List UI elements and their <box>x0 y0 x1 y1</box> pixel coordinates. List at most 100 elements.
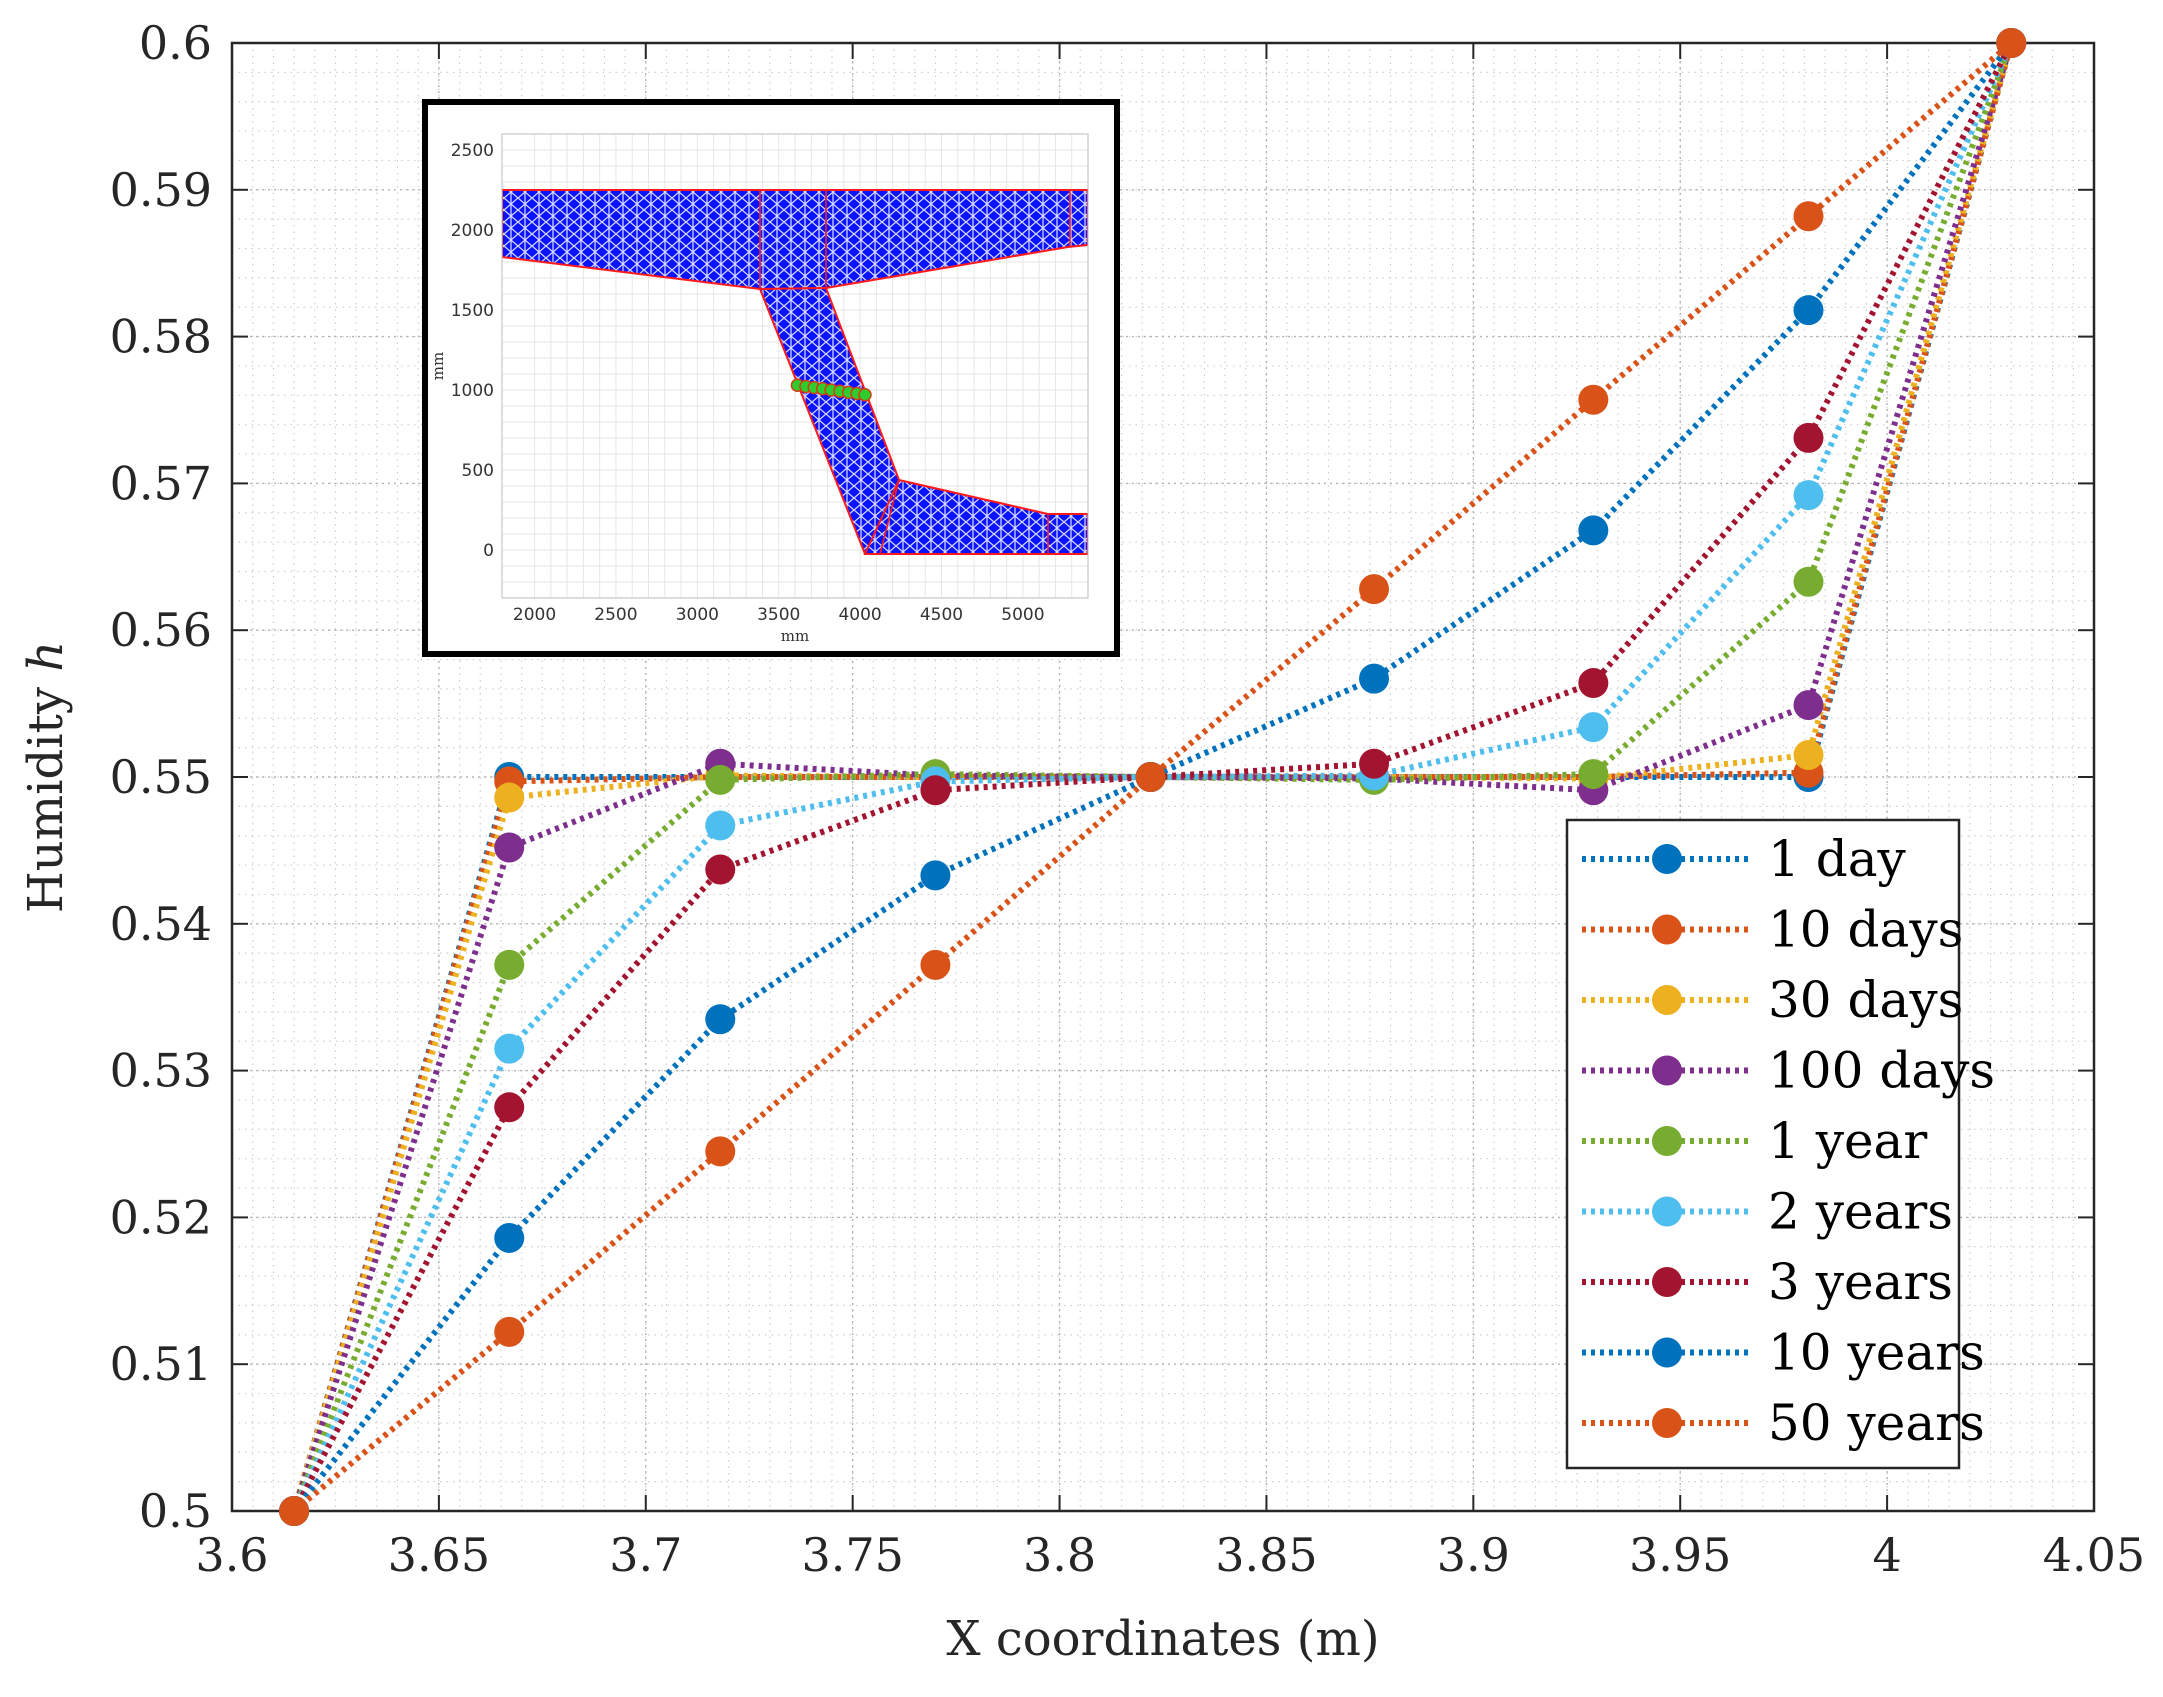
legend-label: 50 years <box>1768 1394 1985 1452</box>
legend-label: 10 years <box>1768 1324 1985 1382</box>
inset-x-tick-label: 4500 <box>920 605 963 625</box>
data-point <box>494 832 525 863</box>
legend-label: 3 years <box>1768 1253 1953 1311</box>
y-tick-label: 0.51 <box>110 1337 212 1391</box>
legend-label: 2 years <box>1768 1183 1953 1241</box>
x-tick-label: 3.65 <box>388 1528 490 1582</box>
mesh-partition-5 <box>879 479 900 555</box>
data-point <box>494 949 525 980</box>
y-tick-labels: 0.5 0.51 0.52 0.53 0.54 0.55 0.56 0.57 0.58 0.59 0… <box>110 16 212 1538</box>
y-axis-label-symbol: h <box>18 641 74 672</box>
data-point <box>1578 515 1609 546</box>
data-point <box>1359 663 1390 694</box>
data-point <box>1793 480 1824 511</box>
mesh-bottom-flange <box>863 478 1088 555</box>
x-tick-label: 3.75 <box>801 1528 903 1582</box>
y-tick-label: 0.5 <box>139 1484 212 1538</box>
data-point <box>920 775 951 806</box>
data-point <box>1793 201 1824 232</box>
inset-y-tick-label: 1000 <box>451 381 494 401</box>
inset-y-tick-label: 1500 <box>451 301 494 321</box>
data-point <box>920 860 951 891</box>
data-point <box>705 764 736 795</box>
data-point <box>1578 668 1609 699</box>
data-point <box>1793 295 1824 326</box>
inset-mesh-group <box>502 189 1088 555</box>
inset-y-tick-label: 0 <box>483 541 494 561</box>
y-tick-label: 0.53 <box>110 1044 212 1098</box>
data-point <box>279 1496 310 1526</box>
inset-x-tick-labels: 2000 2500 3000 3500 4000 4500 5000 <box>513 605 1045 625</box>
legend-label: 30 days <box>1768 971 1963 1029</box>
inset-x-tick-label: 4000 <box>838 605 881 625</box>
data-point <box>1793 422 1824 453</box>
data-point <box>1578 384 1609 415</box>
inset-x-label: mm <box>781 627 809 645</box>
legend-items: 1 day 10 days 30 days 100 days 1 year 2 years… <box>1582 830 1995 1452</box>
legend-marker <box>1652 985 1682 1015</box>
inset-markers <box>790 378 872 402</box>
inset-x-tick-label: 3500 <box>757 605 800 625</box>
legend-label: 1 day <box>1768 830 1907 888</box>
legend-marker <box>1652 1337 1682 1368</box>
inset-axes-box <box>501 133 1089 599</box>
data-point <box>1793 739 1824 770</box>
x-tick-label: 3.85 <box>1215 1528 1317 1582</box>
y-tick-label: 0.57 <box>110 456 212 510</box>
y-tick-label: 0.52 <box>110 1190 212 1244</box>
x-tick-label: 3.6 <box>195 1528 268 1582</box>
legend-marker <box>1652 844 1682 874</box>
data-point <box>1578 712 1609 743</box>
data-point <box>705 854 736 885</box>
inset-mesh-plot: 2000 2500 3000 3500 4000 4500 5000 0 500 1000 150… <box>422 99 1120 657</box>
y-tick-label: 0.58 <box>110 310 212 364</box>
legend-marker <box>1652 1126 1682 1156</box>
legend: 1 day 10 days 30 days 100 days 1 year 2 years… <box>1565 818 1995 1470</box>
data-point <box>705 1004 736 1035</box>
data-point <box>920 949 951 980</box>
legend-marker <box>1652 1267 1682 1297</box>
data-point <box>705 810 736 841</box>
legend-marker <box>1652 1055 1682 1086</box>
data-point <box>1359 748 1390 779</box>
y-axis-label-text: Humidity <box>18 687 74 913</box>
series-layer <box>279 28 2027 1526</box>
inset-x-tick-label: 3000 <box>676 605 719 625</box>
mesh-top-flange <box>502 189 1088 291</box>
x-axis-label: X coordinates (m) <box>946 1611 1379 1667</box>
data-point <box>1793 690 1824 721</box>
y-tick-label: 0.55 <box>110 750 212 804</box>
inset-marker <box>858 388 872 402</box>
legend-label: 100 days <box>1768 1042 1995 1100</box>
y-tick-label: 0.56 <box>110 603 212 657</box>
x-tick-labels: 3.6 3.65 3.7 3.75 3.8 3.85 3.9 3.95 4 4.05 <box>195 1528 2145 1582</box>
data-point <box>494 1092 525 1123</box>
inset-y-tick-label: 500 <box>462 461 494 481</box>
data-point <box>494 1316 525 1347</box>
y-tick-label: 0.59 <box>110 163 212 217</box>
data-point <box>494 782 525 813</box>
data-point <box>1793 566 1824 597</box>
inset-y-tick-labels: 0 500 1000 1500 2000 2500 <box>451 141 494 561</box>
data-point <box>1359 574 1390 605</box>
legend-box <box>1565 818 1961 1470</box>
y-axis-label: Humidity h <box>18 641 74 913</box>
legend-marker <box>1652 914 1682 945</box>
data-point <box>494 1033 525 1064</box>
x-tick-label: 3.95 <box>1629 1528 1731 1582</box>
inset-y-tick-label: 2500 <box>451 141 494 161</box>
axis-ticks <box>231 42 2095 1512</box>
inset-x-tick-label: 2000 <box>513 605 556 625</box>
data-point <box>705 1136 736 1167</box>
inset-frame <box>422 99 1120 657</box>
legend-label: 1 year <box>1768 1112 1927 1170</box>
data-point <box>1996 28 2027 58</box>
data-point <box>1578 759 1609 790</box>
x-tick-label: 4.05 <box>2043 1528 2145 1582</box>
legend-marker <box>1652 1408 1682 1438</box>
inset-y-label: mm <box>429 352 447 380</box>
x-tick-label: 3.9 <box>1437 1528 1510 1582</box>
legend-label: 10 days <box>1768 901 1963 959</box>
inset-x-tick-label: 5000 <box>1001 605 1044 625</box>
